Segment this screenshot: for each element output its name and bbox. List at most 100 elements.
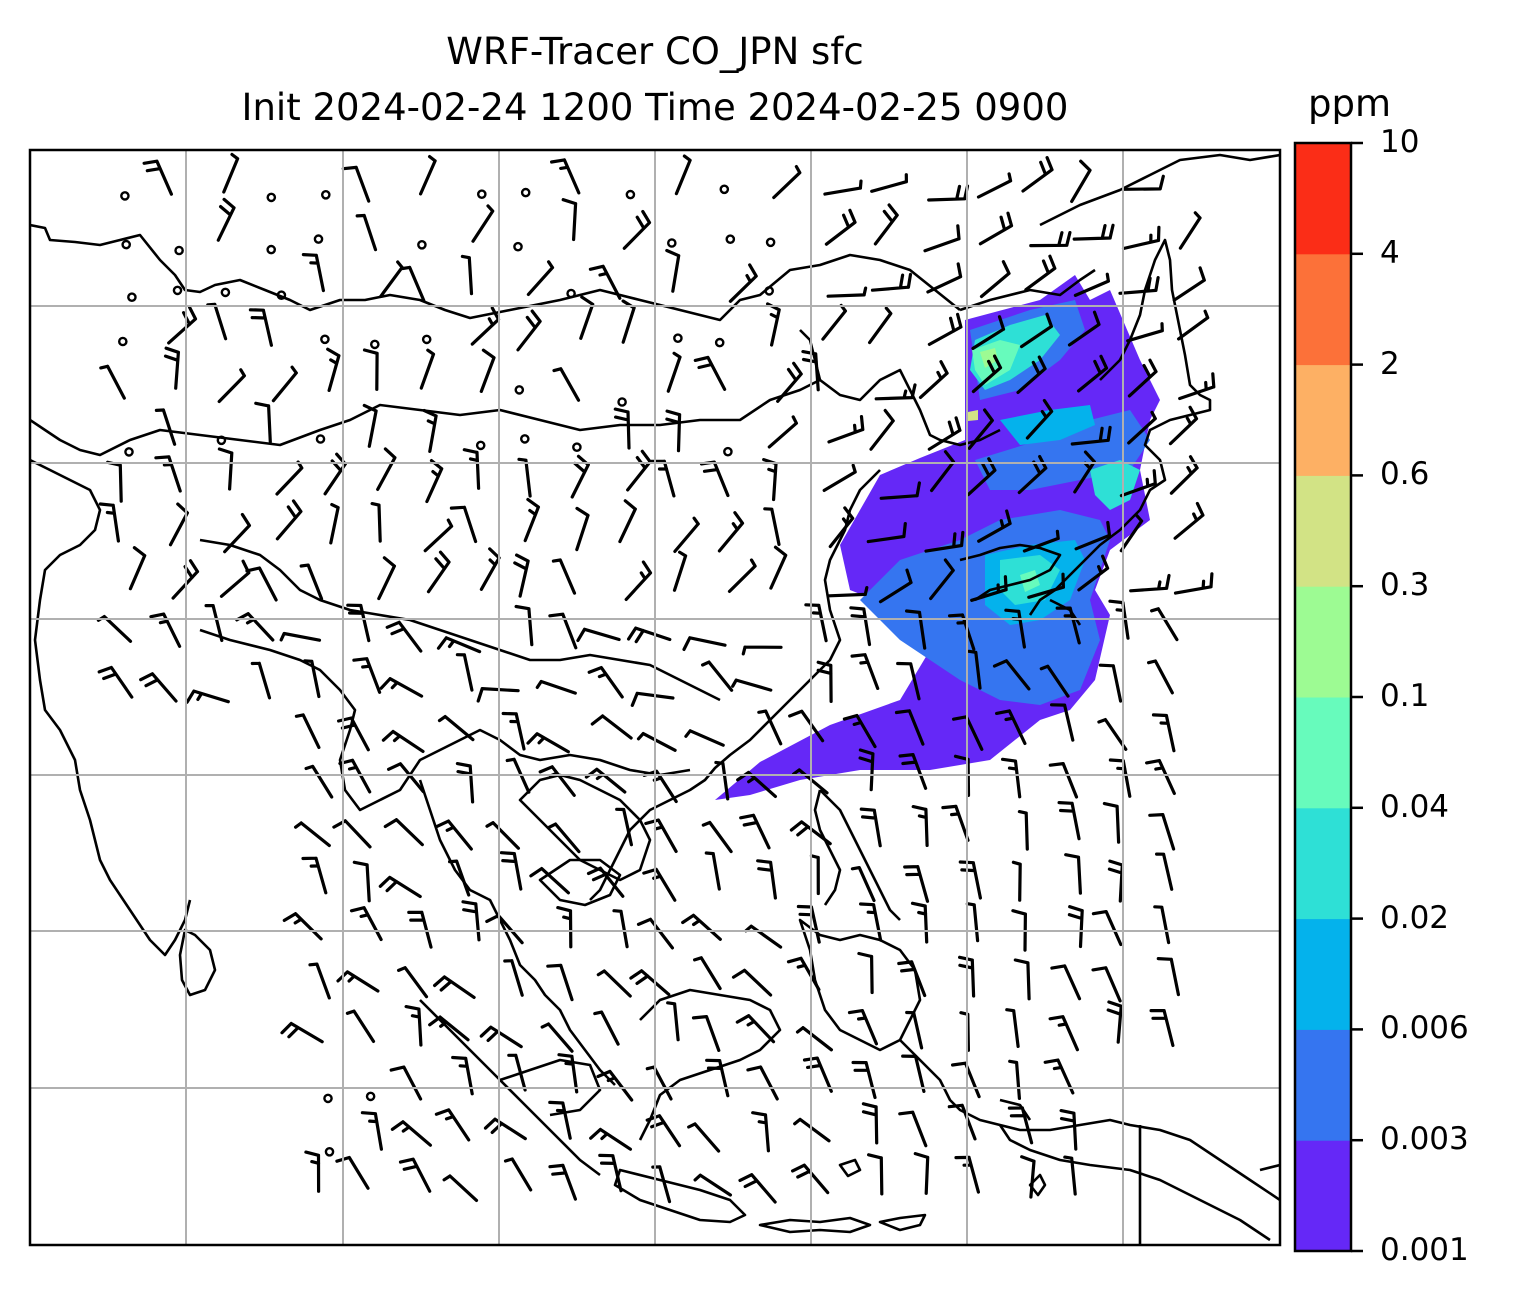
wind-barb <box>821 303 847 341</box>
wind-barb <box>859 902 883 942</box>
wind-barb <box>801 350 820 392</box>
wind-barb <box>280 1021 324 1044</box>
wind-barb <box>383 818 424 847</box>
wind-barb <box>1150 607 1179 642</box>
calm-wind-marker <box>719 184 730 195</box>
wind-barb <box>1064 853 1082 895</box>
wind-barb <box>548 1163 577 1201</box>
wind-barb <box>1151 713 1176 753</box>
wind-barb <box>1077 354 1109 393</box>
wind-barb <box>965 902 980 943</box>
calm-wind-marker <box>617 397 627 407</box>
wind-barb <box>1029 231 1072 248</box>
wind-barb <box>436 636 482 654</box>
wind-barb <box>387 762 425 794</box>
wind-barb <box>483 1117 527 1141</box>
wind-barb <box>992 659 1031 691</box>
wind-barb <box>1048 762 1079 799</box>
wind-barb <box>499 851 523 891</box>
wind-barb <box>756 859 777 900</box>
wind-barb <box>589 1127 632 1151</box>
wind-barb <box>911 805 929 847</box>
wind-barb <box>423 518 454 553</box>
wind-barb <box>437 715 475 742</box>
wind-barb <box>874 383 917 401</box>
wind-barb <box>1001 757 1022 799</box>
wind-barb <box>235 612 275 642</box>
wind-barb <box>217 368 246 404</box>
colorbar-tick-label: 0.6 <box>1380 456 1430 493</box>
wind-barb <box>1145 759 1176 795</box>
wind-barb <box>254 401 272 444</box>
wind-barb <box>772 165 802 200</box>
wind-barb <box>376 447 397 491</box>
wind-barb <box>471 204 495 243</box>
wind-barb <box>971 315 1006 350</box>
wind-barb <box>514 604 534 647</box>
wind-barb <box>995 709 1027 745</box>
wind-barb <box>967 408 994 450</box>
wind-barb <box>142 159 173 196</box>
wind-barb <box>673 516 700 553</box>
wind-barb <box>927 416 962 451</box>
calm-wind-marker <box>276 290 287 301</box>
calm-wind-marker <box>174 245 184 256</box>
wind-barb <box>618 499 637 544</box>
wind-barb <box>507 1053 527 1092</box>
wind-barb <box>1067 310 1101 347</box>
wind-barb <box>827 586 869 598</box>
wind-barb <box>873 203 899 246</box>
wind-barb <box>1024 254 1057 292</box>
wind-barb <box>550 158 581 195</box>
colorbar-ticks <box>1351 141 1363 1253</box>
wind-barb <box>1057 801 1081 841</box>
wind-barb <box>644 818 678 853</box>
wind-barb <box>1048 1015 1079 1052</box>
wind-barb <box>850 866 876 903</box>
calm-wind-marker <box>118 336 128 347</box>
calm-wind-marker <box>566 288 576 299</box>
wind-barb <box>163 346 180 390</box>
wind-barb <box>948 613 976 651</box>
wind-barb <box>204 604 224 643</box>
wind-barb <box>1050 703 1075 742</box>
colorbar-tick-label: 4 <box>1380 234 1400 271</box>
colorbar-segment <box>1295 918 1351 1030</box>
calm-wind-marker <box>723 446 733 457</box>
wind-barb <box>360 1111 383 1151</box>
wind-barb <box>645 1065 673 1101</box>
wind-barb <box>275 499 303 541</box>
wind-barb <box>526 732 570 754</box>
wind-barb <box>629 969 671 996</box>
wind-barb <box>1013 958 1031 1001</box>
wind-barb <box>1122 174 1165 191</box>
wind-barb <box>978 211 1014 246</box>
calm-wind-marker <box>476 189 487 199</box>
wind-barb <box>693 355 727 391</box>
wind-barb <box>788 709 825 743</box>
wind-barb <box>967 649 982 690</box>
wind-barb <box>461 900 481 942</box>
wind-barb <box>681 913 722 941</box>
wind-barb <box>401 265 426 303</box>
wind-barb <box>548 1100 572 1140</box>
wind-barb <box>624 560 653 601</box>
wind-barb <box>462 448 481 490</box>
wind-barb <box>1073 272 1110 297</box>
wind-barb <box>672 550 688 592</box>
wind-barb <box>590 714 633 740</box>
wind-barb <box>552 367 581 402</box>
colorbar-tick-label: 2 <box>1380 345 1400 382</box>
colorbar-unit-label: ppm <box>1308 82 1392 125</box>
wind-barb <box>1126 322 1164 343</box>
wind-barb <box>859 807 882 848</box>
wind-barb <box>894 709 925 746</box>
wind-barb <box>435 819 473 851</box>
colorbar-tick-label: 0.3 <box>1380 567 1430 604</box>
wind-barb <box>977 509 1012 543</box>
wind-barb <box>275 460 304 496</box>
colorbar-segment <box>1295 807 1351 920</box>
wind-barb <box>927 312 963 346</box>
wind-barb <box>1127 410 1157 445</box>
wind-barb <box>584 767 627 794</box>
